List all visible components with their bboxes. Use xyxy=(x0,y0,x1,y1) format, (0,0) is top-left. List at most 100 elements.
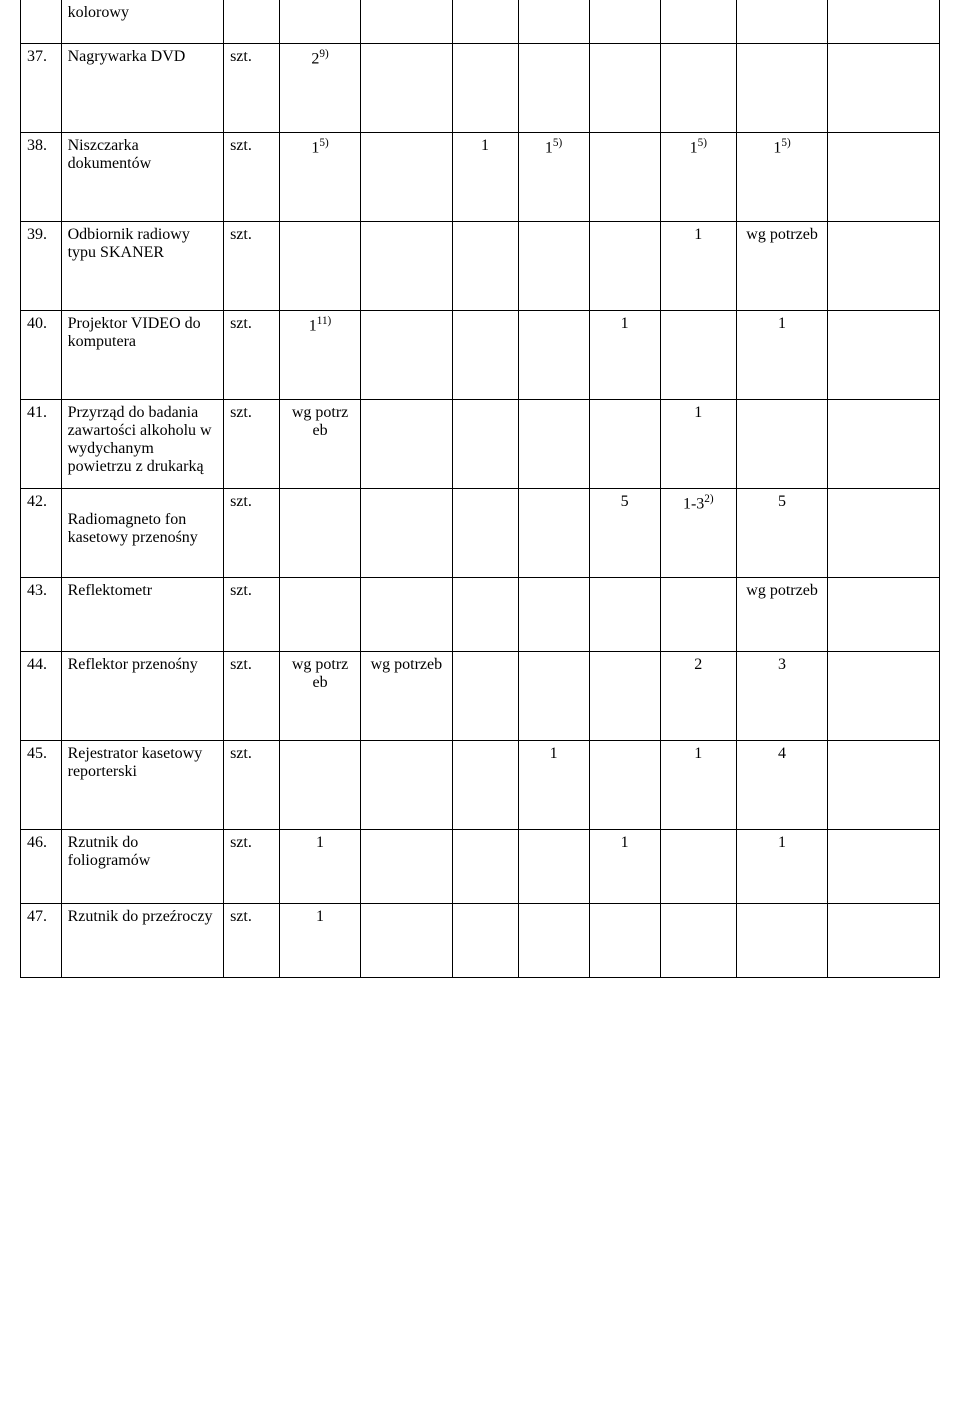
cell-name-text: Reflektometr xyxy=(68,582,152,599)
cell-unit: szt. xyxy=(224,652,280,741)
cell-c3: 111) xyxy=(279,311,360,400)
cell-c6 xyxy=(518,904,589,978)
cell-c9 xyxy=(736,400,827,489)
cell-c8: 1 xyxy=(660,400,736,489)
cell-num-text: 46. xyxy=(27,834,47,851)
cell-c4 xyxy=(361,222,452,311)
cell-name: Rzutnik do foliogramów xyxy=(61,830,223,904)
cell-name: Projektor VIDEO do komputera xyxy=(61,311,223,400)
cell-c7 xyxy=(589,44,660,133)
cell-c10 xyxy=(828,133,940,222)
cell-num-text: 38. xyxy=(27,137,47,154)
cell-c7 xyxy=(589,904,660,978)
table-row: 41. Przyrząd do badania zawartości alkoh… xyxy=(21,400,940,489)
cell-c8-text: 1 xyxy=(694,745,702,762)
cell-c9 xyxy=(736,44,827,133)
cell-c8: 1-32) xyxy=(660,489,736,578)
cell-name-text: Reflektor przenośny xyxy=(68,656,198,673)
cell-c5: 1 xyxy=(452,133,518,222)
cell-c7 xyxy=(589,741,660,830)
cell-name: Reflektometr xyxy=(61,578,223,652)
cell-c8: 15) xyxy=(660,133,736,222)
cell-c8-sup: 5) xyxy=(698,137,707,149)
cell-c7 xyxy=(589,400,660,489)
cell-c8: 1 xyxy=(660,222,736,311)
cell-c6: 1 xyxy=(518,741,589,830)
cell-num: 43. xyxy=(21,578,62,652)
cell-c8-sup: 2) xyxy=(704,493,713,505)
page: kolorowy37. Nagrywarka DVDszt.29)38. Nis… xyxy=(0,0,960,998)
cell-c8 xyxy=(660,578,736,652)
cell-c4 xyxy=(361,311,452,400)
cell-name-text: Radiomagneto fon kasetowy przenośny xyxy=(68,511,198,546)
cell-c4 xyxy=(361,133,452,222)
cell-c6 xyxy=(518,830,589,904)
cell-c3-sup: 5) xyxy=(319,137,328,149)
cell-unit: szt. xyxy=(224,222,280,311)
cell-c5 xyxy=(452,578,518,652)
cell-unit-text: szt. xyxy=(230,908,252,925)
cell-c7: 1 xyxy=(589,311,660,400)
cell-name-text: kolorowy xyxy=(68,4,129,21)
cell-c7 xyxy=(589,0,660,44)
table-row: 43. Reflektometrszt.wg potrzeb xyxy=(21,578,940,652)
cell-c3-text: 1 xyxy=(316,908,324,925)
cell-c9: 1 xyxy=(736,311,827,400)
cell-num-text: 42. xyxy=(27,493,47,510)
cell-c8-text: 2 xyxy=(694,656,702,673)
cell-unit: szt. xyxy=(224,311,280,400)
cell-unit: szt. xyxy=(224,741,280,830)
cell-unit-text: szt. xyxy=(230,315,252,332)
cell-c7-text: 1 xyxy=(621,315,629,332)
cell-unit-text: szt. xyxy=(230,226,252,243)
cell-unit: szt. xyxy=(224,578,280,652)
cell-c10 xyxy=(828,44,940,133)
cell-c9-text: 4 xyxy=(778,745,786,762)
cell-c3-text: wg potrz eb xyxy=(292,404,348,439)
cell-c6 xyxy=(518,400,589,489)
cell-c9: 1 xyxy=(736,830,827,904)
cell-c7 xyxy=(589,652,660,741)
cell-c3 xyxy=(279,741,360,830)
table-row: 46. Rzutnik do foliogramówszt.111 xyxy=(21,830,940,904)
cell-unit: szt. xyxy=(224,400,280,489)
cell-c10 xyxy=(828,0,940,44)
cell-c6-sup: 5) xyxy=(553,137,562,149)
cell-c5 xyxy=(452,830,518,904)
cell-c7 xyxy=(589,133,660,222)
cell-unit: szt. xyxy=(224,489,280,578)
cell-name-text: Rzutnik do foliogramów xyxy=(68,834,151,869)
cell-unit-text: szt. xyxy=(230,656,252,673)
cell-name-text: Projektor VIDEO do komputera xyxy=(68,315,201,350)
cell-c5-text: 1 xyxy=(481,137,489,154)
cell-num xyxy=(21,0,62,44)
cell-c6 xyxy=(518,652,589,741)
cell-name-text: Niszczarka dokumentów xyxy=(68,137,152,172)
cell-num-text: 45. xyxy=(27,745,47,762)
cell-name: Przyrząd do badania zawartości alkoholu … xyxy=(61,400,223,489)
cell-c8 xyxy=(660,44,736,133)
cell-name: Reflektor przenośny xyxy=(61,652,223,741)
table-row: kolorowy xyxy=(21,0,940,44)
cell-c9 xyxy=(736,904,827,978)
cell-num: 40. xyxy=(21,311,62,400)
cell-c8 xyxy=(660,830,736,904)
cell-num: 46. xyxy=(21,830,62,904)
cell-name-text: Rzutnik do przeźroczy xyxy=(68,908,213,925)
cell-c4 xyxy=(361,489,452,578)
cell-unit-text: szt. xyxy=(230,404,252,421)
cell-name: Nagrywarka DVD xyxy=(61,44,223,133)
cell-c6-text: 1 xyxy=(550,745,558,762)
cell-name-text: Rejestrator kasetowy reporterski xyxy=(68,745,203,780)
cell-c5 xyxy=(452,489,518,578)
cell-c5 xyxy=(452,400,518,489)
cell-c7-text: 5 xyxy=(621,493,629,510)
cell-c7-text: 1 xyxy=(621,834,629,851)
cell-c8: 1 xyxy=(660,741,736,830)
cell-c3: wg potrz eb xyxy=(279,400,360,489)
cell-c4 xyxy=(361,0,452,44)
cell-c6 xyxy=(518,44,589,133)
cell-name: Rzutnik do przeźroczy xyxy=(61,904,223,978)
cell-num: 39. xyxy=(21,222,62,311)
cell-c8-text: 1 xyxy=(690,139,698,156)
